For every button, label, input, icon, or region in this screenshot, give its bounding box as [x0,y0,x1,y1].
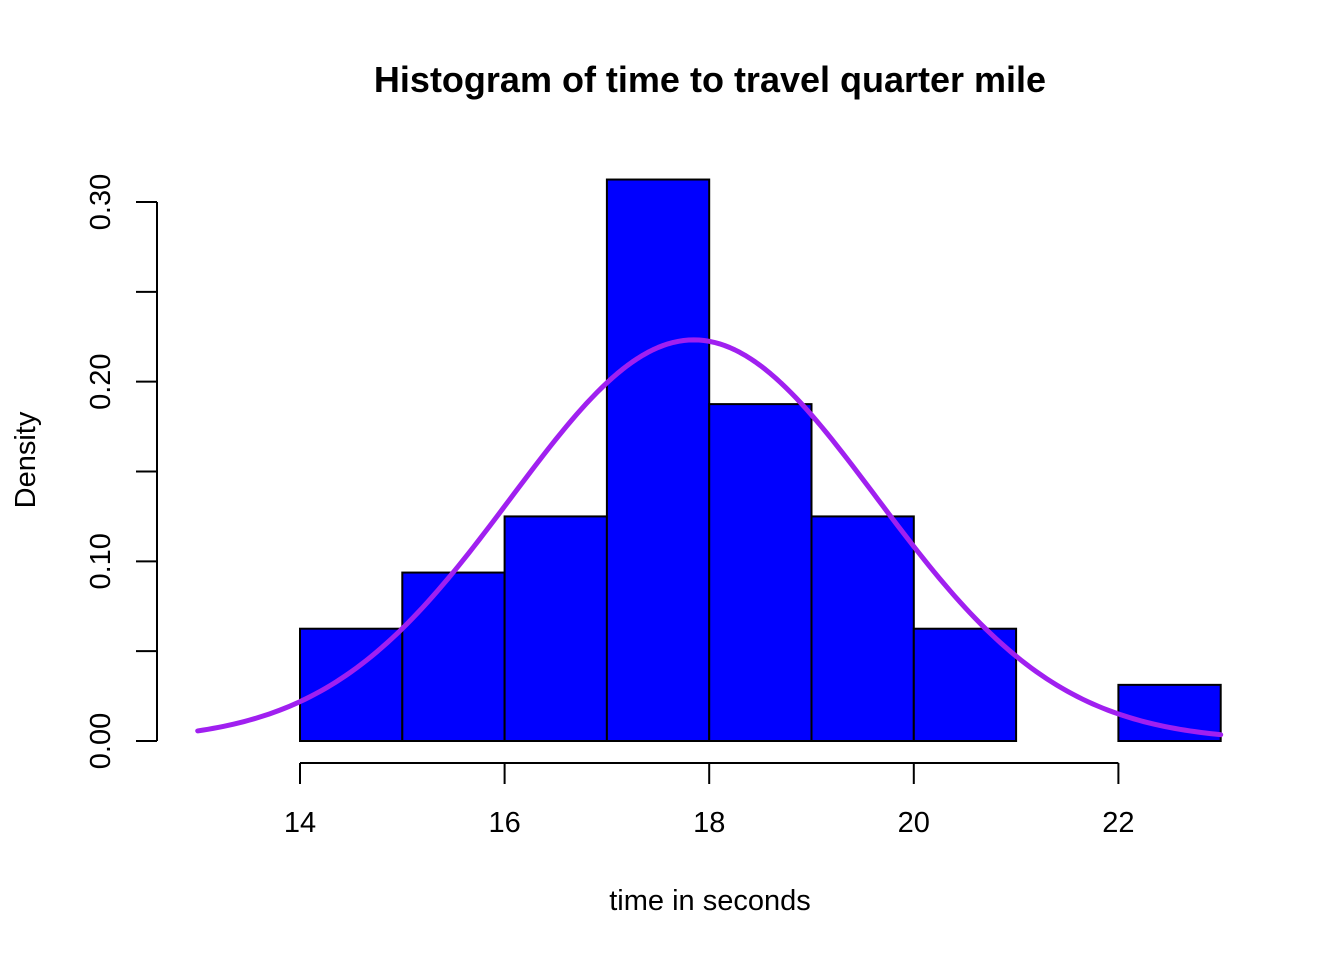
histogram-bar [401,571,506,743]
y-axis: 0.00 0.10 0.20 0.30 [85,174,158,769]
x-axis-label: time in seconds [609,885,811,917]
histogram-bar [810,515,915,742]
histogram-bars [299,178,1222,743]
histogram-bar [605,178,711,742]
y-axis-label: Density [10,411,42,508]
histogram-bar [912,627,1018,742]
chart-title: Histogram of time to travel quarter mile [374,59,1046,100]
y-tick-label: 0.10 [85,533,117,589]
y-tick-label: 0.20 [85,353,117,409]
x-tick-label: 16 [488,807,520,839]
x-tick-label: 22 [1102,807,1134,839]
y-tick-label: 0.30 [85,174,117,230]
histogram-bar [503,515,608,742]
x-tick-label: 18 [693,807,725,839]
histogram-bar [708,403,813,742]
x-tick-label: 14 [284,807,316,839]
normal-density-curve [195,337,1224,738]
x-tick-label: 20 [898,807,930,839]
y-tick-label: 0.00 [85,713,117,769]
x-axis: 14 16 18 20 22 [284,762,1135,839]
